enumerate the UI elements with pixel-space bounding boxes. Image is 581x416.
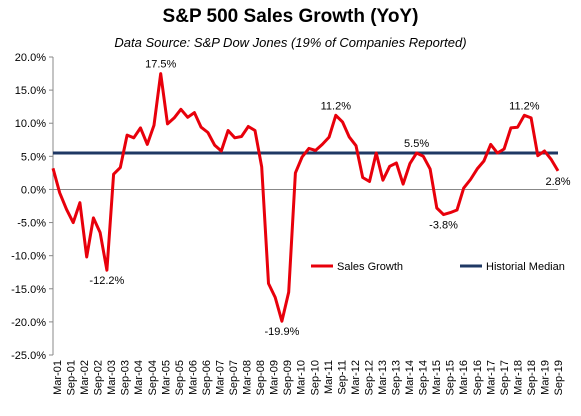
x-axis: Mar-01 Sep-01 Mar-02 Sep-02 Mar-03 Sep-03 Mar-… xyxy=(52,188,565,395)
x-tick-label: Mar-04 xyxy=(133,360,145,395)
x-tick-label: Sep-10 xyxy=(309,360,321,395)
x-tick-label: Mar-19 xyxy=(539,360,551,395)
x-tick-label: Mar-03 xyxy=(106,360,118,395)
x-tick-label: Mar-16 xyxy=(458,360,470,395)
legend-label-historial-median: Historial Median xyxy=(486,261,565,273)
x-tick-label: Sep-18 xyxy=(526,360,538,395)
y-tick-label: -20.0% xyxy=(11,317,46,329)
data-label: 11.2% xyxy=(321,100,352,112)
x-tick-label: Sep-11 xyxy=(336,360,348,395)
x-tick-label: Mar-12 xyxy=(350,360,362,395)
x-tick-label: Sep-08 xyxy=(255,360,267,395)
data-label: -12.2% xyxy=(89,275,124,287)
x-tick-label: Sep-09 xyxy=(282,360,294,395)
x-tick-label: Sep-19 xyxy=(553,360,565,395)
data-label: 11.2% xyxy=(509,100,540,112)
x-tick-label: Mar-05 xyxy=(160,360,172,395)
x-tick-label: Sep-15 xyxy=(445,360,457,395)
x-tick-label: Mar-18 xyxy=(512,360,524,395)
x-tick-label: Mar-15 xyxy=(431,360,443,395)
data-label: 17.5% xyxy=(145,59,176,71)
y-tick-label: -15.0% xyxy=(11,284,46,296)
x-tick-label: Sep-01 xyxy=(66,360,78,395)
x-tick-label: Mar-14 xyxy=(404,360,416,395)
y-tick-label: 0.0% xyxy=(21,184,46,196)
data-label: -3.8% xyxy=(429,220,458,232)
x-tick-label: Mar-13 xyxy=(377,360,389,395)
sales-growth-line xyxy=(51,72,560,323)
x-tick-label: Sep-04 xyxy=(147,360,159,395)
x-tick-label: Mar-06 xyxy=(187,360,199,395)
x-tick-label: Mar-08 xyxy=(242,360,254,395)
x-tick-label: Sep-07 xyxy=(228,360,240,395)
x-tick-label: Mar-17 xyxy=(485,360,497,395)
x-tick-label: Mar-01 xyxy=(52,360,64,395)
legend-label-sales-growth: Sales Growth xyxy=(337,261,403,273)
x-tick-label: Sep-12 xyxy=(363,360,375,395)
x-tick-label: Sep-17 xyxy=(499,360,511,395)
y-tick-label: -25.0% xyxy=(11,350,46,362)
x-tick-label: Sep-03 xyxy=(120,360,132,395)
y-tick-label: 15.0% xyxy=(15,85,46,97)
y-tick-label: 20.0% xyxy=(15,52,46,64)
chart-title: S&P 500 Sales Growth (YoY) xyxy=(162,6,419,27)
data-label: 5.5% xyxy=(404,138,429,150)
x-tick-label: Mar-07 xyxy=(214,360,226,395)
data-label: 2.8% xyxy=(545,176,570,188)
y-tick-label: 10.0% xyxy=(15,118,46,130)
y-tick-label: 5.0% xyxy=(21,151,46,163)
data-labels: 17.5% -12.2% 11.2% -19.9% 5.5% -3.8% 11.2% 2.8% xyxy=(89,59,570,339)
legend: Sales Growth Historial Median xyxy=(311,261,565,273)
plot-area xyxy=(51,72,560,323)
x-tick-label: Mar-11 xyxy=(323,360,335,394)
x-tick-label: Mar-02 xyxy=(79,360,91,395)
x-tick-label: Sep-06 xyxy=(201,360,213,395)
x-tick-label: Sep-02 xyxy=(93,360,105,395)
y-axis: 20.0% 15.0% 10.0% 5.0% 0.0% -5.0% -10.0% -15.0%… xyxy=(11,52,54,362)
x-tick-label: Sep-16 xyxy=(472,360,484,395)
x-tick-label: Mar-09 xyxy=(269,360,281,395)
x-tick-label: Sep-14 xyxy=(418,360,430,395)
chart-subtitle: Data Source: S&P Dow Jones (19% of Compa… xyxy=(114,35,467,50)
data-label: -19.9% xyxy=(265,326,300,338)
x-tick-label: Sep-13 xyxy=(391,360,403,395)
x-tick-label: Mar-10 xyxy=(296,360,308,395)
y-tick-label: -5.0% xyxy=(17,218,46,230)
y-tick-label: -10.0% xyxy=(11,251,46,263)
x-tick-label: Sep-05 xyxy=(174,360,186,395)
